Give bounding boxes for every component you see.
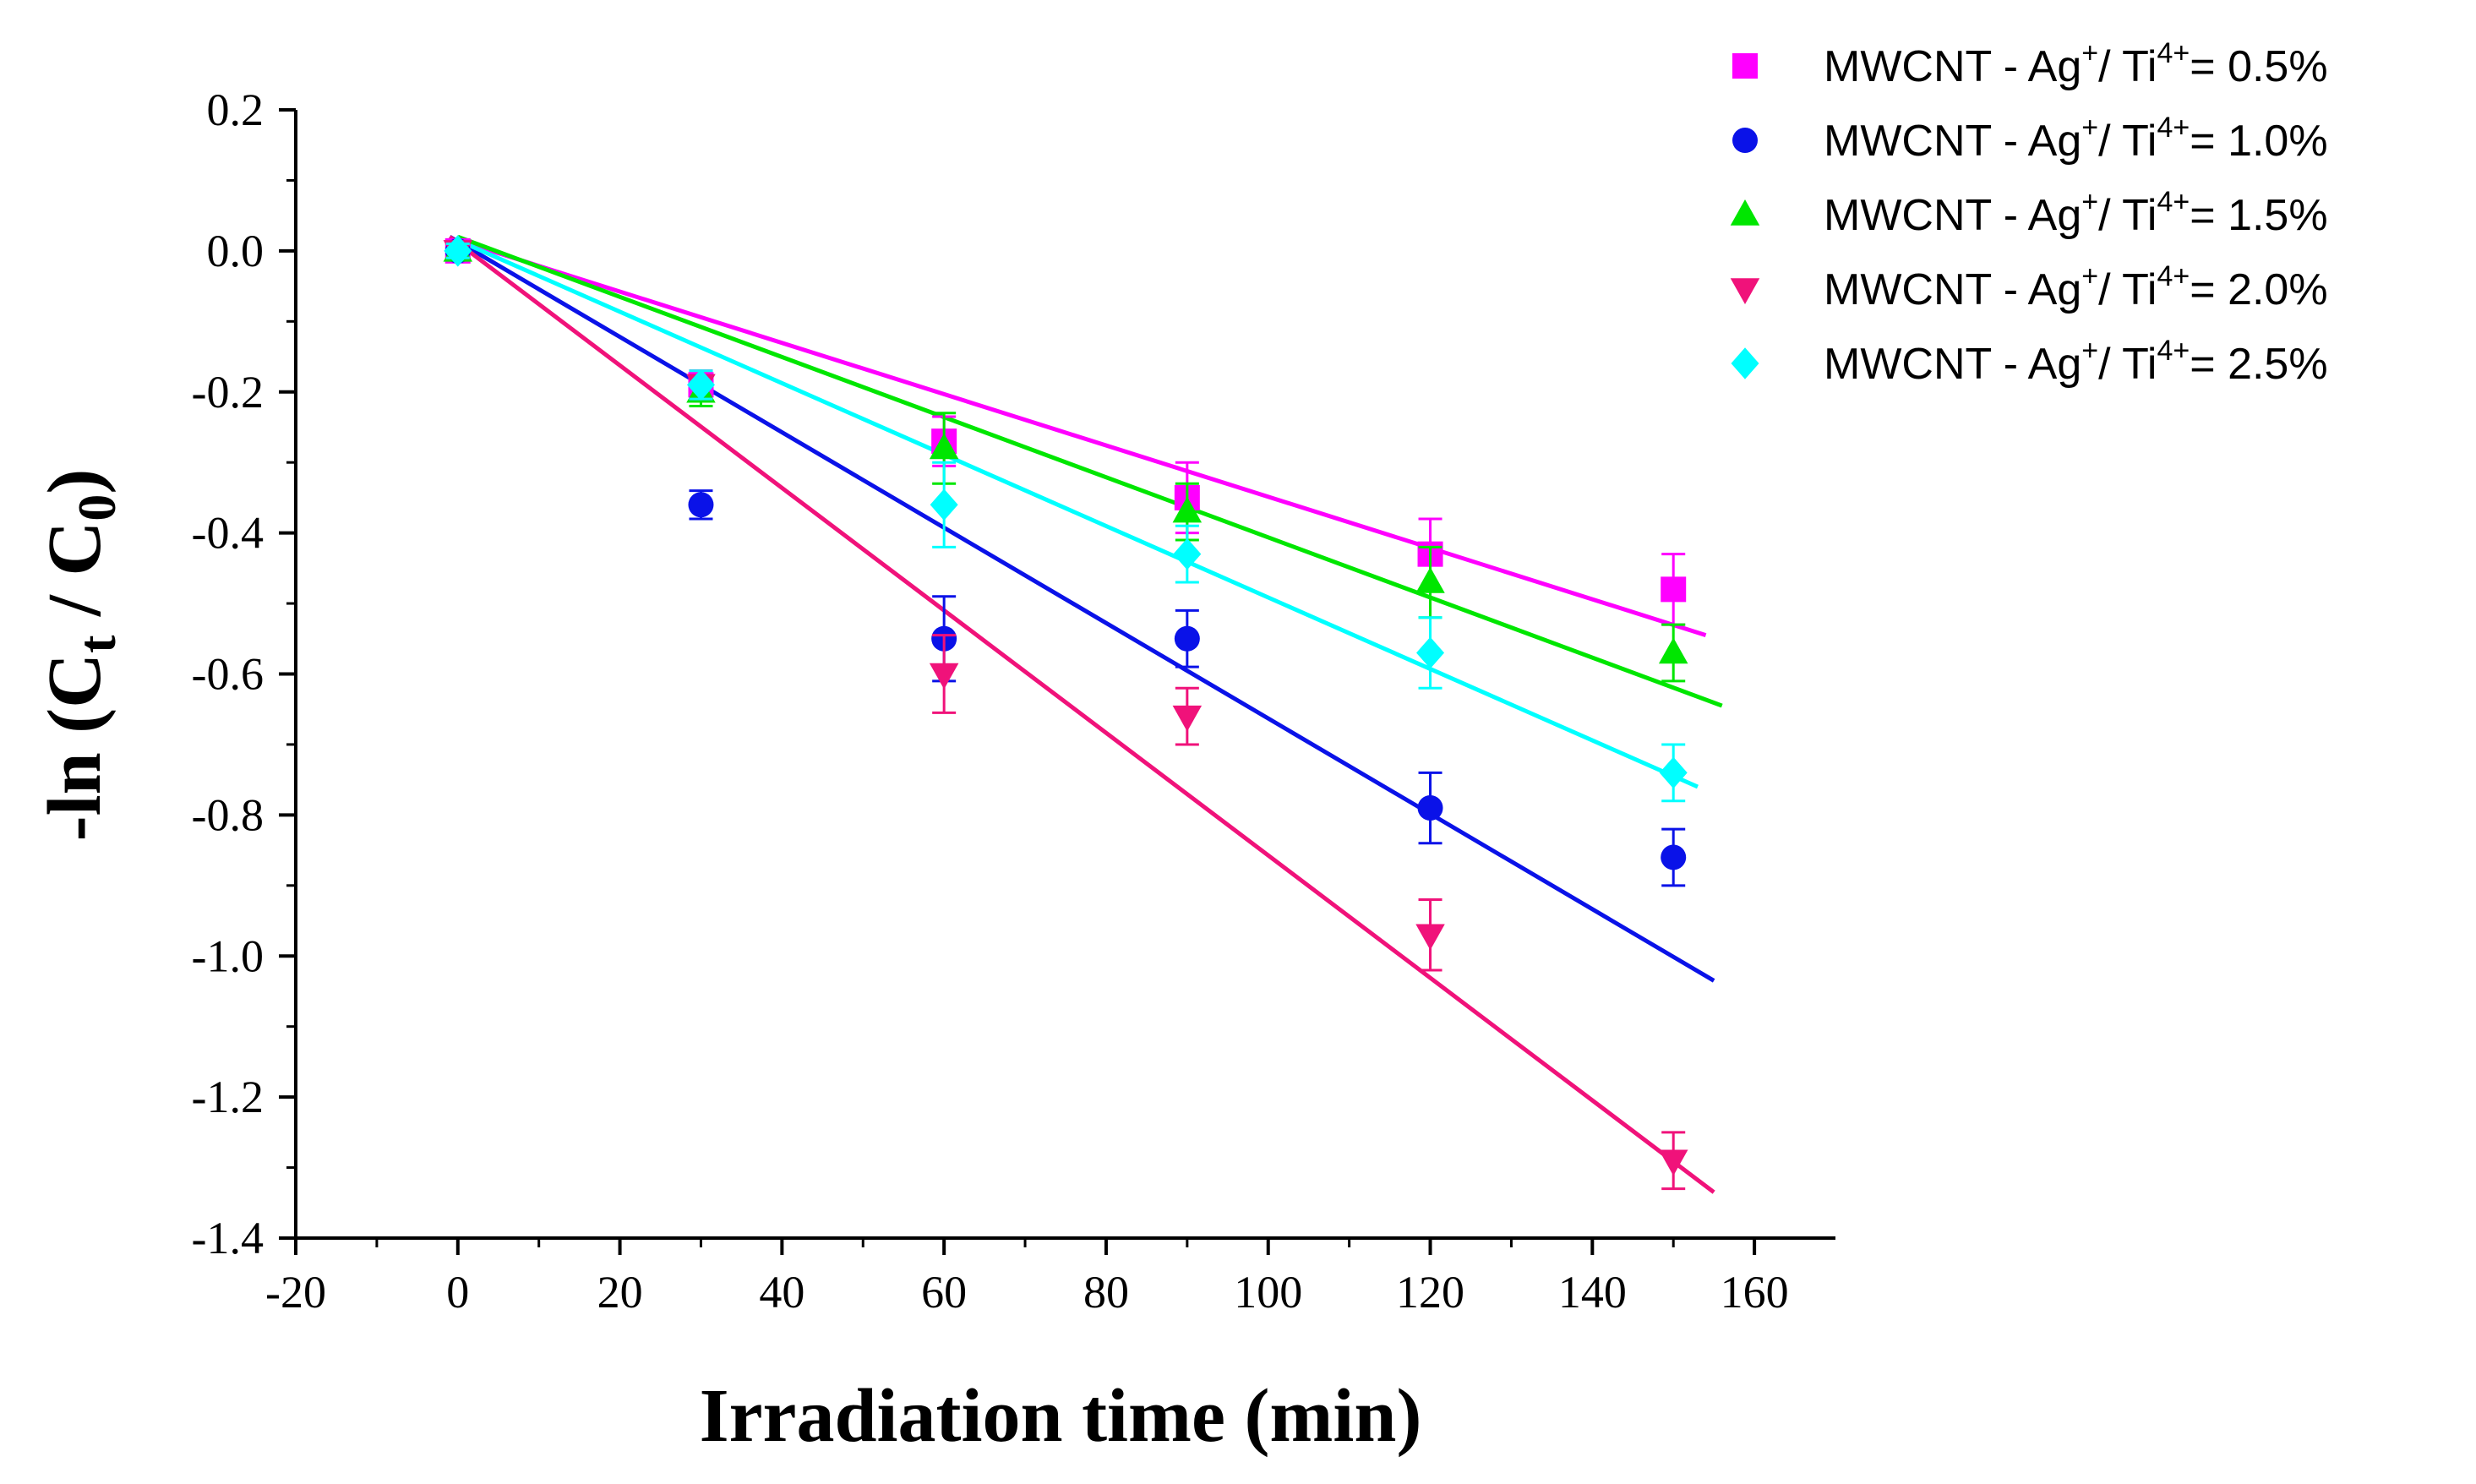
data-points-layer bbox=[443, 235, 1688, 1191]
legend-label-sup1: + bbox=[2081, 335, 2098, 367]
x-tick-label: 0 bbox=[446, 1267, 469, 1318]
data-point-series-2 bbox=[1172, 496, 1203, 523]
legend-label-prefix: MWCNT - Ag bbox=[1824, 117, 2081, 166]
x-tick-label: -20 bbox=[265, 1267, 326, 1318]
legend-label-sup2: 4+ bbox=[2157, 186, 2190, 218]
x-tick-label: 100 bbox=[1234, 1267, 1302, 1318]
x-tick-label: 160 bbox=[1721, 1267, 1789, 1318]
data-point-series-0 bbox=[1661, 576, 1687, 603]
legend-label-prefix: MWCNT - Ag bbox=[1824, 42, 2081, 91]
legend-label-sup1: + bbox=[2081, 186, 2098, 218]
legend-label-prefix: MWCNT - Ag bbox=[1824, 191, 2081, 240]
y-axis-title-sub1: t bbox=[67, 635, 127, 653]
legend-label-suffix: = 1.5% bbox=[2190, 191, 2327, 240]
x-tick-label: 60 bbox=[921, 1267, 967, 1318]
x-tick-label: 120 bbox=[1396, 1267, 1464, 1318]
y-axis-title-middle: / C bbox=[33, 521, 117, 636]
y-tick-label: -0.6 bbox=[192, 649, 264, 700]
y-axis-title-sub2: 0 bbox=[67, 494, 127, 521]
legend-label-series-2: MWCNT - Ag+/ Ti4+= 1.5% bbox=[1824, 186, 2328, 240]
data-point-series-3 bbox=[1415, 924, 1445, 951]
data-point-series-4 bbox=[444, 235, 472, 267]
y-tick-label: -1.4 bbox=[192, 1213, 264, 1263]
data-point-series-1 bbox=[688, 492, 714, 518]
legend-label-sup2: 4+ bbox=[2157, 335, 2190, 367]
data-point-series-1 bbox=[1174, 625, 1200, 652]
legend-label-sup1: + bbox=[2081, 37, 2098, 69]
x-tick-label: 140 bbox=[1558, 1267, 1627, 1318]
axes-layer: -20 0 20 40 60 80 100 120 140 160 0.2 0.0 -0.2 -0.4 -0… bbox=[192, 85, 1835, 1318]
data-point-series-3 bbox=[929, 663, 959, 690]
legend-label-series-0: MWCNT - Ag+/ Ti4+= 0.5% bbox=[1824, 37, 2328, 91]
legend-marker-series-1 bbox=[1732, 128, 1758, 153]
data-point-series-4 bbox=[1659, 756, 1688, 789]
legend-label-mid: / Ti bbox=[2098, 191, 2157, 240]
data-point-series-2 bbox=[929, 433, 959, 460]
legend-label-mid: / Ti bbox=[2098, 340, 2157, 389]
fit-line-series-3 bbox=[448, 235, 1715, 1194]
legend-label-sup1: + bbox=[2081, 260, 2098, 292]
y-tick-label: -0.2 bbox=[192, 367, 264, 417]
legend-label-sup2: 4+ bbox=[2157, 37, 2190, 69]
data-point-series-4 bbox=[686, 368, 715, 401]
data-point-series-1 bbox=[1661, 844, 1687, 870]
data-point-series-2 bbox=[1415, 567, 1445, 593]
data-point-series-2 bbox=[1658, 637, 1688, 664]
legend-label-sup2: 4+ bbox=[2157, 112, 2190, 144]
x-tick-label: 40 bbox=[759, 1267, 804, 1318]
legend-marker-series-0 bbox=[1732, 53, 1758, 79]
y-tick-label: -1.2 bbox=[192, 1072, 264, 1122]
data-point-series-1 bbox=[1417, 795, 1443, 821]
legend-marker-series-2 bbox=[1730, 199, 1760, 226]
legend-label-series-3: MWCNT - Ag+/ Ti4+= 2.0% bbox=[1824, 260, 2328, 314]
fit-lines-layer bbox=[448, 234, 1723, 1194]
legend-label-mid: / Ti bbox=[2098, 42, 2157, 91]
legend-label-series-4: MWCNT - Ag+/ Ti4+= 2.5% bbox=[1824, 335, 2328, 389]
y-tick-label: 0.0 bbox=[207, 226, 265, 276]
data-point-series-3 bbox=[1658, 1149, 1688, 1176]
y-tick-label: -0.4 bbox=[192, 508, 264, 559]
legend-label-sup1: + bbox=[2081, 112, 2098, 144]
fit-line-series-2 bbox=[456, 234, 1723, 708]
legend-marker-series-3 bbox=[1730, 278, 1760, 304]
data-point-series-3 bbox=[1172, 705, 1203, 732]
x-tick-label: 20 bbox=[597, 1267, 643, 1318]
fit-line-series-1 bbox=[448, 235, 1715, 983]
legend-label-prefix: MWCNT - Ag bbox=[1824, 340, 2081, 389]
legend-label-mid: / Ti bbox=[2098, 265, 2157, 314]
y-tick-label: -0.8 bbox=[192, 789, 264, 840]
legend-label-series-1: MWCNT - Ag+/ Ti4+= 1.0% bbox=[1824, 112, 2328, 166]
svg-text:-ln (Ct / C0): -ln (Ct / C0) bbox=[33, 469, 127, 842]
legend-label-suffix: = 0.5% bbox=[2190, 42, 2327, 91]
y-axis-title-prefix: -ln (C bbox=[33, 653, 117, 842]
y-axis-title-suffix: ) bbox=[33, 469, 117, 494]
fit-line-series-4 bbox=[456, 238, 1699, 789]
y-tick-label: 0.2 bbox=[207, 85, 265, 135]
y-axis-title: -ln (Ct / C0) bbox=[33, 469, 127, 842]
legend-label-suffix: = 2.5% bbox=[2190, 340, 2327, 389]
legend-label-sup2: 4+ bbox=[2157, 260, 2190, 292]
legend: MWCNT - Ag+/ Ti4+= 0.5%MWCNT - Ag+/ Ti4+… bbox=[1730, 37, 2328, 389]
fit-line-series-0 bbox=[457, 237, 1707, 637]
data-point-series-4 bbox=[930, 488, 958, 521]
y-tick-label: -1.0 bbox=[192, 930, 264, 981]
legend-label-mid: / Ti bbox=[2098, 117, 2157, 166]
x-tick-label: 80 bbox=[1083, 1267, 1129, 1318]
legend-label-prefix: MWCNT - Ag bbox=[1824, 265, 2081, 314]
legend-marker-series-4 bbox=[1731, 347, 1759, 379]
x-axis-title: Irradiation time (min) bbox=[700, 1374, 1422, 1458]
data-point-series-4 bbox=[1173, 537, 1202, 570]
legend-label-suffix: = 1.0% bbox=[2190, 117, 2327, 166]
data-point-series-4 bbox=[1416, 636, 1445, 669]
legend-label-suffix: = 2.0% bbox=[2190, 265, 2327, 314]
